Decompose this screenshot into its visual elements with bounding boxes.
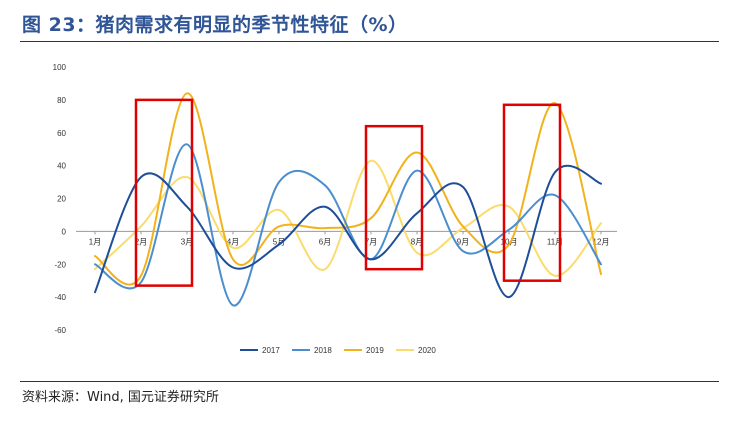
x-tick-label: 1月 xyxy=(89,237,101,246)
highlight-box-2 xyxy=(364,124,424,271)
title-divider xyxy=(20,41,719,42)
y-tick-label: 40 xyxy=(57,162,66,171)
series-line-2018 xyxy=(94,143,602,307)
x-tick-label: 2月 xyxy=(135,237,147,246)
highlight-box-3 xyxy=(502,103,562,282)
y-axis-labels: -60 -40 -20 0 20 40 60 80 100 xyxy=(53,63,67,335)
y-tick-label: 60 xyxy=(57,129,66,138)
x-tick-label: 9月 xyxy=(457,237,469,246)
x-tick-label: 10月 xyxy=(501,237,518,246)
x-tick-label: 7月 xyxy=(365,237,377,246)
y-tick-label: -20 xyxy=(54,260,66,269)
legend-label-2019: 2019 xyxy=(366,346,384,355)
x-tick-label: 11月 xyxy=(547,237,563,246)
highlight-boxes xyxy=(134,98,562,287)
x-axis-labels: 1月 2月 3月 4月 5月 6月 7月 8月 9月 10月 11月 12月 xyxy=(89,231,610,246)
x-tick-label: 5月 xyxy=(273,237,285,246)
y-tick-label: 20 xyxy=(57,195,66,204)
highlight-box-1 xyxy=(134,98,194,287)
y-tick-label: 0 xyxy=(62,227,67,236)
y-tick-label: 80 xyxy=(57,96,66,105)
y-tick-label: -40 xyxy=(54,293,66,302)
legend-label-2017: 2017 xyxy=(262,346,280,355)
source-divider xyxy=(20,381,719,382)
figure-title: 图 23：猪肉需求有明显的季节性特征（%） xyxy=(22,14,408,36)
y-tick-label: -60 xyxy=(54,326,66,335)
series-lines xyxy=(94,92,602,307)
legend-label-2020: 2020 xyxy=(418,346,436,355)
x-tick-label: 4月 xyxy=(227,237,239,246)
x-tick-label: 6月 xyxy=(319,237,331,246)
x-tick-label: 12月 xyxy=(593,237,610,246)
x-tick-label: 8月 xyxy=(411,237,423,246)
source-note: 资料来源：Wind, 国元证券研究所 xyxy=(22,390,219,405)
y-tick-label: 100 xyxy=(53,63,67,72)
x-tick-label: 3月 xyxy=(181,237,193,246)
legend-label-2018: 2018 xyxy=(314,346,332,355)
series-line-2020 xyxy=(94,159,602,277)
chart-legend: 2017 2018 2019 2020 xyxy=(240,346,436,355)
